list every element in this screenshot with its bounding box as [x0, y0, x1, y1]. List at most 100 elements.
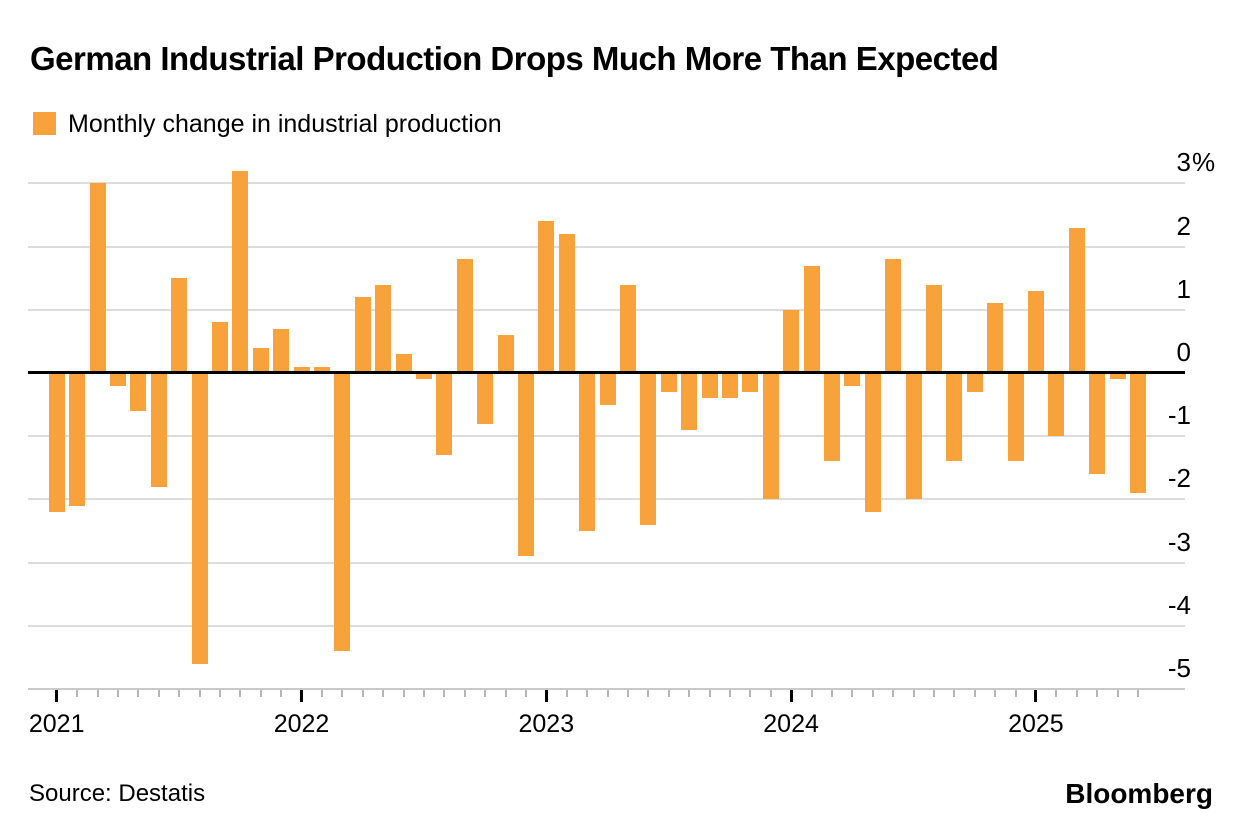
x-axis-month-tick	[259, 690, 262, 697]
x-axis-month-tick	[667, 690, 670, 697]
bar	[1109, 373, 1126, 380]
x-axis-month-tick	[239, 690, 242, 697]
source-note: Source: Destatis	[29, 780, 206, 807]
bar	[783, 309, 800, 373]
x-axis-year-tick	[1034, 690, 1038, 702]
x-axis-month-tick	[1096, 690, 1099, 697]
y-axis-label: -5	[1167, 653, 1191, 683]
bar	[395, 354, 412, 373]
legend-swatch-icon	[33, 112, 56, 135]
gridline	[28, 624, 1185, 627]
bar	[1027, 290, 1044, 373]
x-axis-month-tick	[280, 690, 283, 697]
x-axis-month-tick	[1116, 690, 1119, 697]
bar	[150, 373, 167, 487]
bar	[640, 373, 657, 525]
y-axis-label: -4	[1167, 589, 1191, 620]
x-axis-month-tick	[994, 690, 997, 697]
bar	[252, 347, 269, 373]
x-axis-month-tick	[912, 690, 915, 697]
x-axis-month-tick	[178, 690, 181, 697]
bar	[354, 297, 371, 373]
y-axis-label: 0	[1176, 337, 1191, 367]
bloomberg-logo: Bloomberg	[1065, 778, 1213, 809]
bar	[211, 322, 228, 373]
gridline	[28, 498, 1185, 501]
x-axis-month-tick	[1014, 690, 1017, 697]
x-axis-month-tick	[769, 690, 772, 697]
bar	[1129, 373, 1146, 494]
bar	[334, 373, 351, 652]
x-axis-month-tick	[1136, 690, 1139, 697]
x-axis-month-tick	[565, 690, 568, 697]
bar	[599, 373, 616, 405]
bar	[885, 259, 902, 373]
x-axis-month-tick	[524, 690, 527, 697]
x-axis-month-tick	[892, 690, 895, 697]
x-axis-month-tick	[830, 690, 833, 697]
bar	[823, 373, 840, 462]
y-axis-label: 1	[1176, 273, 1191, 304]
gridline	[28, 435, 1185, 438]
bar	[436, 373, 453, 456]
bar	[660, 373, 677, 392]
bar	[517, 373, 534, 557]
bar	[742, 373, 759, 392]
bar	[987, 303, 1004, 373]
x-axis-year-label: 2024	[763, 710, 819, 738]
x-axis-month-tick	[96, 690, 99, 697]
x-axis-year-label: 2021	[28, 710, 85, 738]
bar	[762, 373, 779, 500]
bar	[456, 259, 473, 373]
bar	[1068, 227, 1085, 373]
x-axis-year-tick	[544, 690, 548, 702]
x-axis-month-tick	[218, 690, 221, 697]
x-axis-month-tick	[116, 690, 119, 697]
x-axis-month-tick	[708, 690, 711, 697]
y-axis-label: 3	[1176, 147, 1191, 178]
bar	[803, 265, 820, 373]
x-axis-line	[28, 688, 1185, 690]
bar	[232, 170, 249, 373]
bar	[966, 373, 983, 392]
bar	[69, 373, 86, 506]
bar	[497, 335, 514, 373]
x-axis-month-tick	[688, 690, 691, 697]
x-axis-month-tick	[1055, 690, 1058, 697]
bar	[477, 373, 494, 424]
bar	[905, 373, 922, 500]
bar	[619, 284, 636, 373]
x-axis-year-tick	[789, 690, 793, 702]
x-axis-month-tick	[953, 690, 956, 697]
y-axis-label: -1	[1167, 400, 1191, 431]
gridline	[28, 308, 1185, 311]
x-axis-month-tick	[851, 690, 854, 697]
bar	[1048, 373, 1065, 437]
bar	[538, 221, 555, 373]
bar	[89, 183, 106, 373]
x-axis-month-tick	[810, 690, 813, 697]
bar	[415, 373, 432, 380]
x-axis-month-tick	[871, 690, 874, 697]
gridline	[28, 182, 1185, 185]
x-axis-month-tick	[382, 690, 385, 697]
x-axis-year-label: 2022	[273, 710, 330, 738]
x-axis-month-tick	[1075, 690, 1078, 697]
bar	[946, 373, 963, 462]
x-axis-month-tick	[728, 690, 731, 697]
x-axis-month-tick	[402, 690, 405, 697]
x-axis-month-tick	[647, 690, 650, 697]
x-axis-month-tick	[749, 690, 752, 697]
x-axis-month-tick	[137, 690, 140, 697]
bar	[721, 373, 738, 399]
bar	[681, 373, 698, 430]
x-axis-month-tick	[626, 690, 629, 697]
bar	[273, 328, 290, 373]
x-axis-month-tick	[932, 690, 935, 697]
bar	[171, 278, 188, 373]
bar	[48, 373, 65, 513]
chart-title: German Industrial Production Drops Much …	[30, 40, 999, 77]
x-axis-month-tick	[157, 690, 160, 697]
